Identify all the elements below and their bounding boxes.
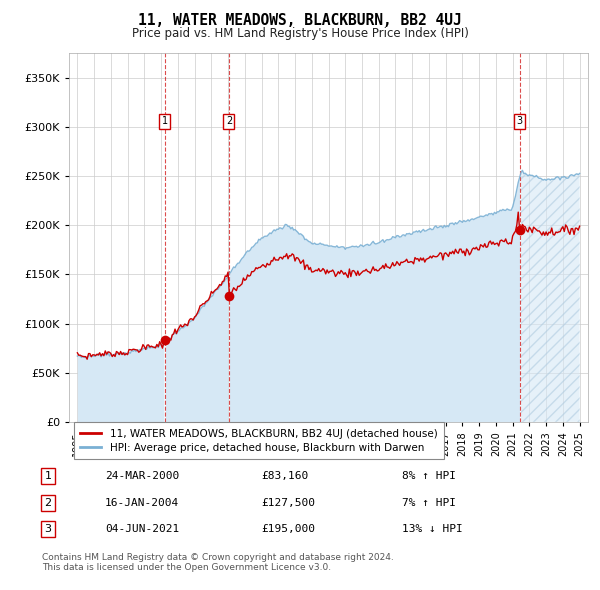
Text: £195,000: £195,000: [261, 525, 315, 534]
Text: Price paid vs. HM Land Registry's House Price Index (HPI): Price paid vs. HM Land Registry's House …: [131, 27, 469, 40]
Text: 3: 3: [517, 116, 523, 126]
Text: 1: 1: [44, 471, 52, 481]
Text: 1: 1: [162, 116, 168, 126]
Text: 13% ↓ HPI: 13% ↓ HPI: [402, 525, 463, 534]
Text: 24-MAR-2000: 24-MAR-2000: [105, 471, 179, 481]
Text: 7% ↑ HPI: 7% ↑ HPI: [402, 498, 456, 507]
Text: £127,500: £127,500: [261, 498, 315, 507]
Text: 8% ↑ HPI: 8% ↑ HPI: [402, 471, 456, 481]
Text: This data is licensed under the Open Government Licence v3.0.: This data is licensed under the Open Gov…: [42, 563, 331, 572]
Text: 11, WATER MEADOWS, BLACKBURN, BB2 4UJ: 11, WATER MEADOWS, BLACKBURN, BB2 4UJ: [138, 13, 462, 28]
Text: 3: 3: [44, 525, 52, 534]
Text: Contains HM Land Registry data © Crown copyright and database right 2024.: Contains HM Land Registry data © Crown c…: [42, 553, 394, 562]
Text: 2: 2: [226, 116, 232, 126]
Text: 04-JUN-2021: 04-JUN-2021: [105, 525, 179, 534]
Text: 16-JAN-2004: 16-JAN-2004: [105, 498, 179, 507]
Text: 2: 2: [44, 498, 52, 507]
Legend: 11, WATER MEADOWS, BLACKBURN, BB2 4UJ (detached house), HPI: Average price, deta: 11, WATER MEADOWS, BLACKBURN, BB2 4UJ (d…: [74, 422, 443, 459]
Text: £83,160: £83,160: [261, 471, 308, 481]
